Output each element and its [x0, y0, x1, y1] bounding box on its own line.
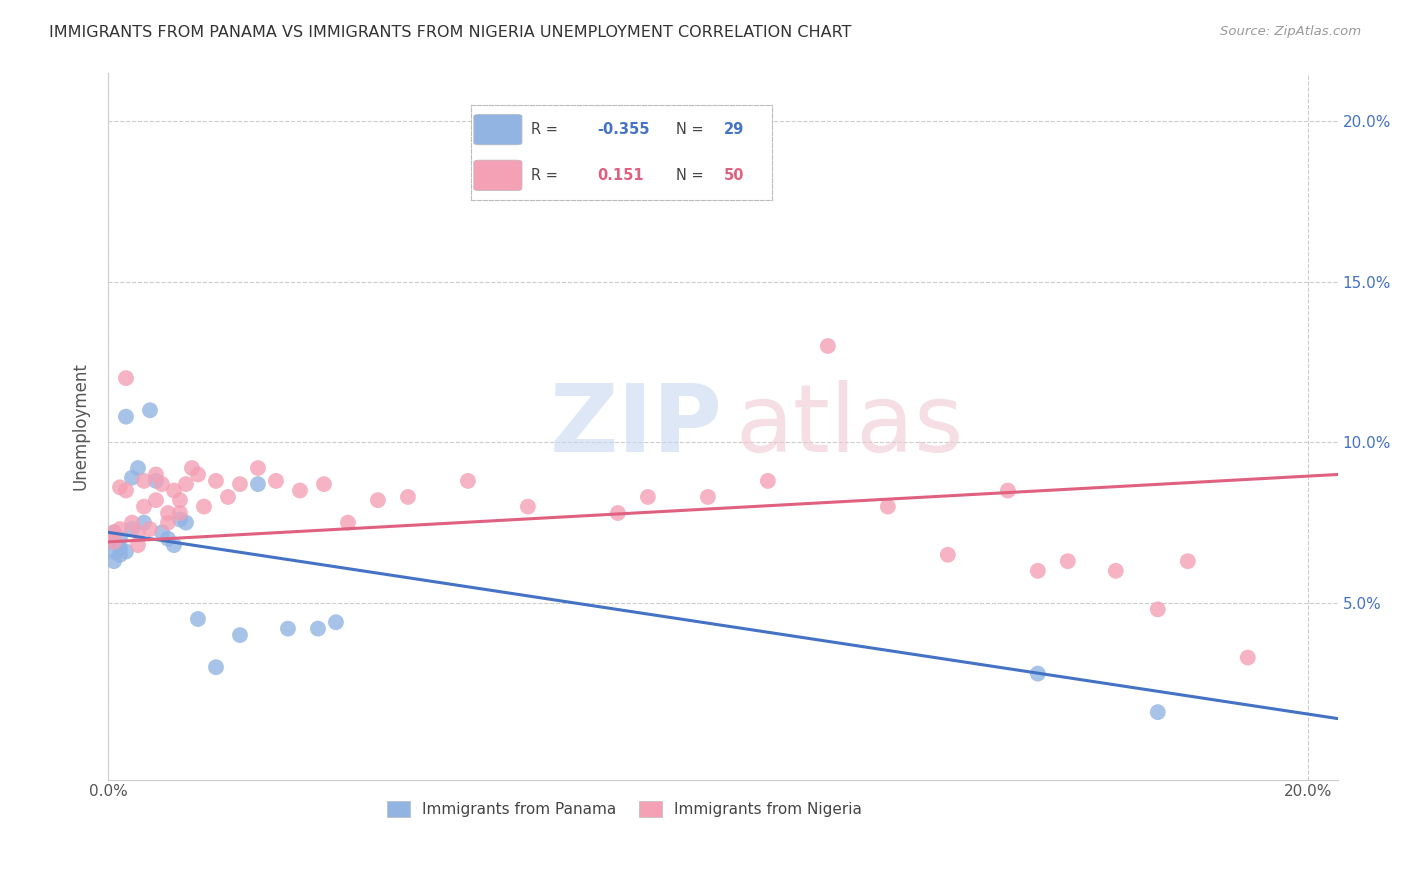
Point: [246, 477, 269, 491]
Point: [1177, 554, 1199, 568]
Point: [325, 615, 347, 630]
Point: [121, 471, 143, 485]
Point: [163, 538, 186, 552]
Point: [156, 506, 179, 520]
Point: [108, 522, 131, 536]
Point: [307, 622, 329, 636]
Point: [139, 522, 162, 536]
Point: [150, 477, 173, 491]
Point: [115, 371, 138, 385]
Point: [1146, 705, 1168, 719]
Point: [156, 516, 179, 530]
Point: [288, 483, 311, 498]
Point: [103, 554, 125, 568]
Point: [150, 525, 173, 540]
Point: [145, 474, 167, 488]
Point: [817, 339, 839, 353]
Point: [181, 461, 204, 475]
Point: [132, 474, 155, 488]
Point: [637, 490, 659, 504]
Point: [193, 500, 215, 514]
Point: [396, 490, 419, 504]
Point: [367, 493, 389, 508]
Text: Source: ZipAtlas.com: Source: ZipAtlas.com: [1220, 25, 1361, 38]
Point: [115, 483, 138, 498]
Point: [103, 525, 125, 540]
Point: [103, 535, 125, 549]
Point: [1026, 564, 1049, 578]
Point: [264, 474, 287, 488]
Point: [457, 474, 479, 488]
Point: [115, 544, 138, 558]
Point: [145, 467, 167, 482]
Point: [163, 483, 186, 498]
Point: [132, 516, 155, 530]
Point: [121, 516, 143, 530]
Point: [1236, 650, 1258, 665]
Point: [205, 474, 228, 488]
Point: [246, 461, 269, 475]
Point: [103, 535, 125, 549]
Point: [1056, 554, 1078, 568]
Point: [127, 461, 149, 475]
Point: [169, 506, 191, 520]
Point: [145, 493, 167, 508]
Point: [277, 622, 299, 636]
Point: [997, 483, 1019, 498]
Point: [132, 500, 155, 514]
Point: [127, 538, 149, 552]
Legend: Immigrants from Panama, Immigrants from Nigeria: Immigrants from Panama, Immigrants from …: [380, 794, 870, 825]
Point: [108, 548, 131, 562]
Point: [696, 490, 718, 504]
Point: [108, 480, 131, 494]
Point: [336, 516, 359, 530]
Point: [936, 548, 959, 562]
Point: [121, 522, 143, 536]
Text: IMMIGRANTS FROM PANAMA VS IMMIGRANTS FROM NIGERIA UNEMPLOYMENT CORRELATION CHART: IMMIGRANTS FROM PANAMA VS IMMIGRANTS FRO…: [49, 25, 852, 40]
Point: [1026, 666, 1049, 681]
Point: [1105, 564, 1128, 578]
Point: [174, 516, 197, 530]
Point: [205, 660, 228, 674]
Point: [115, 409, 138, 424]
Point: [756, 474, 779, 488]
Point: [103, 544, 125, 558]
Point: [1146, 602, 1168, 616]
Point: [229, 628, 252, 642]
Point: [229, 477, 252, 491]
Point: [127, 525, 149, 540]
Point: [187, 612, 209, 626]
Text: ZIP: ZIP: [550, 380, 723, 472]
Point: [169, 512, 191, 526]
Point: [156, 532, 179, 546]
Point: [174, 477, 197, 491]
Point: [516, 500, 538, 514]
Y-axis label: Unemployment: Unemployment: [72, 362, 89, 491]
Point: [217, 490, 239, 504]
Point: [103, 525, 125, 540]
Point: [169, 493, 191, 508]
Point: [108, 532, 131, 546]
Point: [108, 541, 131, 556]
Point: [139, 403, 162, 417]
Point: [187, 467, 209, 482]
Point: [876, 500, 898, 514]
Point: [606, 506, 628, 520]
Point: [312, 477, 335, 491]
Text: atlas: atlas: [735, 380, 963, 472]
